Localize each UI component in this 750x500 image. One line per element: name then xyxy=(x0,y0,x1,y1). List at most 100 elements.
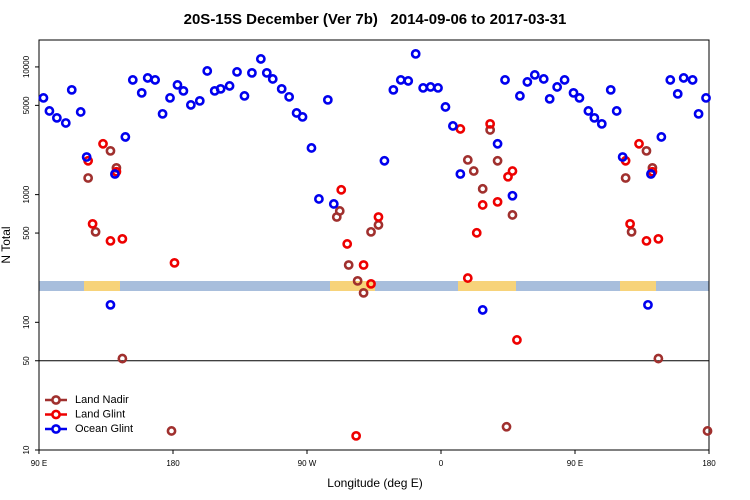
x-tick-label: 90 W xyxy=(298,459,317,468)
point xyxy=(626,226,637,237)
point xyxy=(352,275,363,286)
point xyxy=(448,121,458,131)
y-tick-label: 500 xyxy=(22,226,31,240)
point xyxy=(44,106,55,116)
point xyxy=(202,66,213,76)
point xyxy=(388,84,399,95)
point xyxy=(239,91,250,101)
point xyxy=(643,299,653,310)
point xyxy=(515,91,525,101)
point xyxy=(267,74,278,84)
point xyxy=(358,260,369,270)
point xyxy=(512,335,522,345)
point xyxy=(172,80,183,90)
point xyxy=(574,93,585,103)
plot-frame xyxy=(38,39,710,451)
point xyxy=(83,173,94,183)
point xyxy=(617,152,628,162)
point xyxy=(178,85,189,96)
y-tick-label: 1000 xyxy=(22,185,31,203)
point xyxy=(462,273,473,283)
point xyxy=(87,218,98,229)
point xyxy=(60,118,71,128)
point xyxy=(373,220,384,230)
point xyxy=(157,108,168,119)
y-tick-label: 100 xyxy=(22,315,31,329)
point xyxy=(165,93,175,103)
x-tick-label: 90 E xyxy=(567,459,583,468)
point xyxy=(297,112,308,122)
point xyxy=(678,73,689,83)
point xyxy=(634,138,644,149)
point xyxy=(336,184,347,195)
x-tick-label: 90 E xyxy=(31,459,47,468)
point xyxy=(261,67,272,78)
point xyxy=(90,226,101,237)
chart-title: 20S-15S December (Ver 7b) 2014-09-06 to … xyxy=(184,11,567,28)
point xyxy=(702,426,713,436)
legend-swatch xyxy=(51,395,61,405)
point xyxy=(596,118,607,129)
point xyxy=(194,95,205,106)
point xyxy=(687,75,698,85)
point xyxy=(276,83,287,94)
point xyxy=(641,145,652,156)
point xyxy=(150,75,161,85)
point xyxy=(314,194,324,204)
point xyxy=(105,299,116,310)
point xyxy=(433,83,443,93)
point xyxy=(665,75,676,85)
point xyxy=(66,84,77,95)
point xyxy=(485,118,496,129)
y-tick-label: 5000 xyxy=(22,96,31,114)
point xyxy=(373,212,384,222)
x-axis-label: Longitude (deg E) xyxy=(327,476,422,490)
point xyxy=(224,81,235,91)
point xyxy=(646,169,656,179)
point xyxy=(110,169,120,179)
point xyxy=(284,91,295,102)
point xyxy=(403,76,414,86)
point xyxy=(620,173,631,183)
point xyxy=(418,83,429,93)
point xyxy=(462,155,473,165)
legend-swatch xyxy=(51,424,61,434)
point xyxy=(334,206,345,216)
point xyxy=(605,84,616,95)
point xyxy=(468,166,479,176)
y-axis-label: N Total xyxy=(0,226,13,263)
legend-label: Land Glint xyxy=(75,408,125,420)
point xyxy=(492,155,503,166)
point xyxy=(169,257,180,268)
point xyxy=(142,73,153,83)
point xyxy=(440,102,451,112)
x-tick-label: 180 xyxy=(702,459,716,468)
point xyxy=(544,93,555,104)
point xyxy=(477,183,488,194)
point xyxy=(117,233,128,244)
point xyxy=(656,132,667,142)
land-strip xyxy=(620,281,656,291)
legend-swatch xyxy=(51,409,61,420)
point xyxy=(522,77,533,87)
point xyxy=(500,75,510,85)
point xyxy=(641,236,652,246)
point xyxy=(672,88,683,99)
point xyxy=(693,108,704,119)
point xyxy=(358,287,369,298)
point xyxy=(343,260,354,270)
point xyxy=(538,74,549,84)
point xyxy=(625,218,635,229)
land-strip xyxy=(330,281,375,291)
point xyxy=(455,169,466,179)
point xyxy=(559,75,570,85)
point xyxy=(120,132,131,142)
point xyxy=(328,199,339,209)
x-tick-label: 0 xyxy=(439,459,444,468)
point xyxy=(653,353,664,364)
point xyxy=(501,421,512,432)
point xyxy=(410,48,421,59)
point xyxy=(583,106,594,116)
y-tick-label: 10000 xyxy=(22,55,31,78)
point xyxy=(306,143,317,153)
